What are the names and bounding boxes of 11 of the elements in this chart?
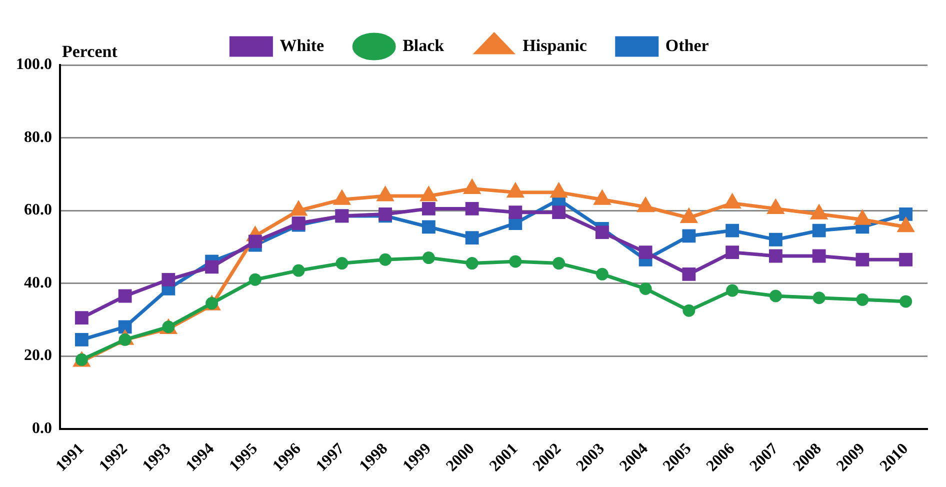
y-tick-label: 60.0 — [24, 202, 52, 219]
legend-label: Other — [665, 36, 710, 55]
y-tick-label: 20.0 — [24, 347, 52, 364]
y-tick-label: 0.0 — [32, 420, 52, 437]
y-tick-label: 80.0 — [24, 128, 52, 146]
y-tick-label: 100.0 — [16, 56, 52, 74]
y-tick-label: 40.0 — [24, 274, 52, 292]
y-axis-title: Percent — [62, 42, 118, 61]
legend-label: Hispanic — [522, 36, 588, 55]
legend-label: White — [280, 36, 325, 55]
legend-label: Black — [402, 36, 445, 55]
